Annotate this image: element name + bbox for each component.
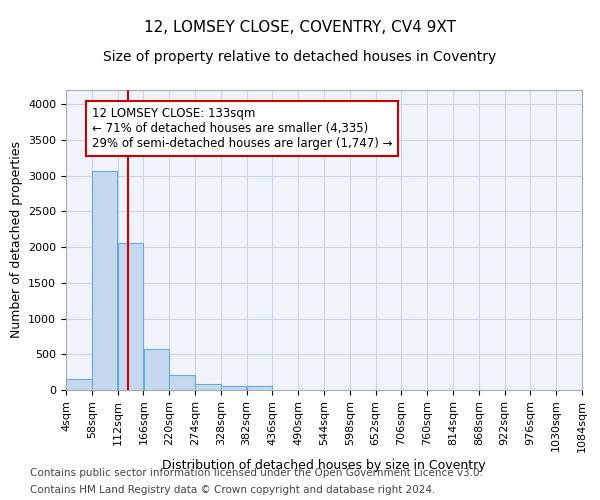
Y-axis label: Number of detached properties: Number of detached properties — [10, 142, 23, 338]
Bar — [169, 375, 195, 390]
Text: Contains public sector information licensed under the Open Government Licence v3: Contains public sector information licen… — [30, 468, 483, 477]
Text: 12 LOMSEY CLOSE: 133sqm
← 71% of detached houses are smaller (4,335)
29% of semi: 12 LOMSEY CLOSE: 133sqm ← 71% of detache… — [92, 107, 392, 150]
Text: Contains HM Land Registry data © Crown copyright and database right 2024.: Contains HM Land Registry data © Crown c… — [30, 485, 436, 495]
Bar — [221, 386, 247, 390]
Bar — [118, 243, 143, 390]
X-axis label: Distribution of detached houses by size in Coventry: Distribution of detached houses by size … — [162, 458, 486, 471]
Text: Size of property relative to detached houses in Coventry: Size of property relative to detached ho… — [103, 50, 497, 64]
Bar — [92, 172, 118, 390]
Bar — [247, 386, 272, 390]
Bar — [66, 379, 92, 390]
Text: 12, LOMSEY CLOSE, COVENTRY, CV4 9XT: 12, LOMSEY CLOSE, COVENTRY, CV4 9XT — [144, 20, 456, 35]
Bar — [195, 384, 221, 390]
Bar — [143, 350, 169, 390]
